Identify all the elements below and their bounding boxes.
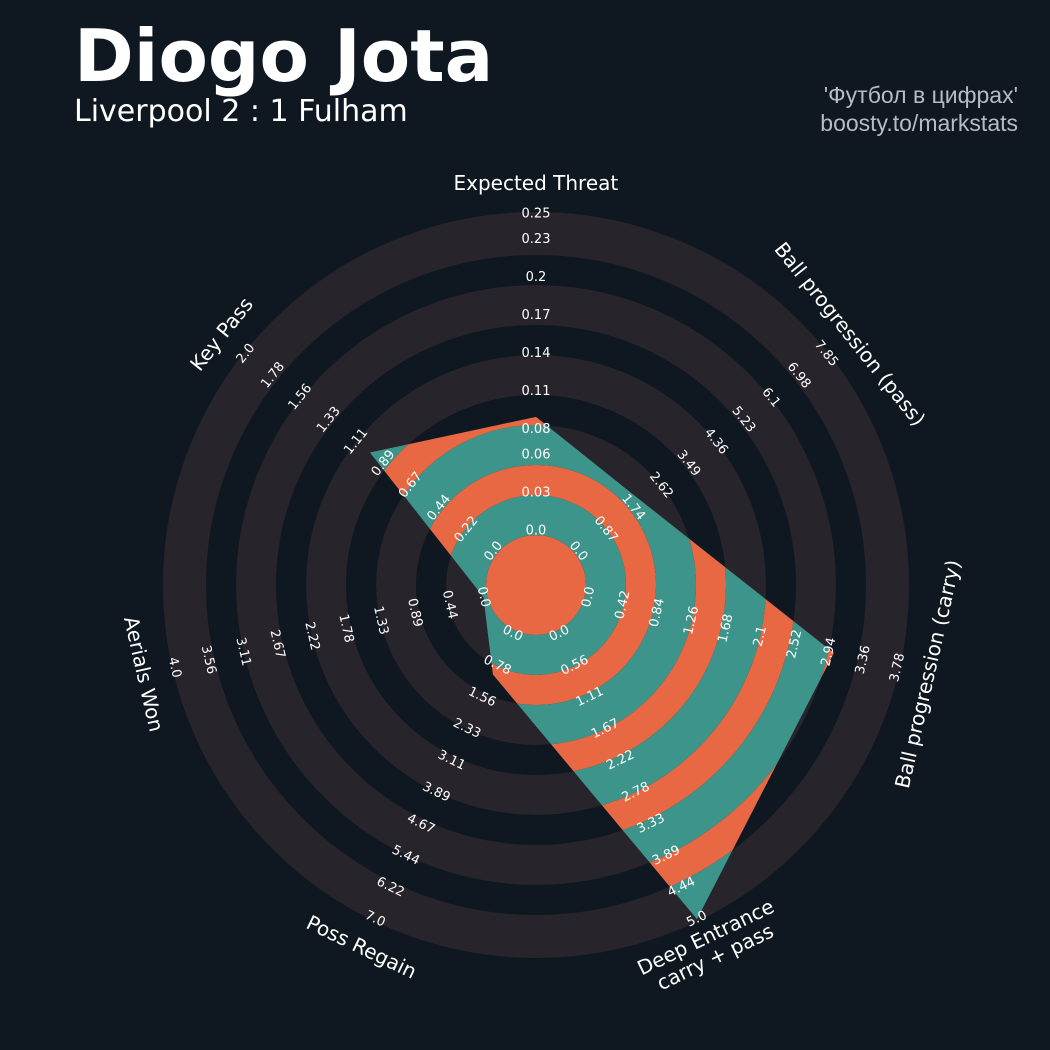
tick-label: 2.1 bbox=[751, 624, 770, 648]
axis-label: Expected Threat bbox=[453, 171, 619, 195]
tick-label: 0.23 bbox=[522, 232, 551, 247]
tick-label: 0.89 bbox=[404, 597, 425, 629]
tick-label: 1.26 bbox=[681, 605, 702, 637]
tick-label: 3.11 bbox=[233, 636, 254, 668]
subtitle: Liverpool 2 : 1 Fulham bbox=[74, 94, 408, 129]
tick-label: 2.94 bbox=[818, 636, 839, 668]
tick-label: 0.0 bbox=[579, 585, 598, 609]
tick-label: 4.0 bbox=[165, 656, 184, 680]
tick-label: 2.67 bbox=[267, 628, 288, 660]
tick-label: 0.03 bbox=[522, 485, 551, 500]
tick-label: 0.06 bbox=[522, 447, 551, 462]
ring bbox=[276, 325, 796, 845]
tick-label: 0.44 bbox=[439, 589, 460, 621]
tick-label: 0.42 bbox=[612, 589, 633, 621]
ring bbox=[236, 285, 836, 885]
tick-label: 3.36 bbox=[853, 644, 874, 676]
tick-label: 2.22 bbox=[301, 620, 322, 652]
tick-label: 1.68 bbox=[715, 613, 736, 645]
credit: 'Футбол в цифрах' bbox=[823, 82, 1018, 108]
tick-label: 0.0 bbox=[474, 585, 493, 609]
tick-label: 0.84 bbox=[647, 597, 668, 629]
tick-label: 0.2 bbox=[526, 270, 547, 285]
tick-label: 0.17 bbox=[522, 308, 551, 323]
tick-label: 1.33 bbox=[370, 605, 391, 637]
tick-label: 0.14 bbox=[522, 346, 551, 361]
tick-label: 0.0 bbox=[526, 524, 547, 539]
ring bbox=[163, 212, 909, 958]
ring bbox=[206, 255, 866, 915]
tick-label: 3.56 bbox=[198, 644, 219, 676]
radar-ring bbox=[486, 535, 586, 635]
tick-label: 0.11 bbox=[522, 384, 551, 399]
tick-label: 0.25 bbox=[522, 207, 551, 222]
credit: boosty.to/markstats bbox=[820, 110, 1018, 136]
tick-label: 1.78 bbox=[335, 613, 356, 645]
tick-label: 2.52 bbox=[784, 628, 805, 660]
tick-label: 3.78 bbox=[887, 652, 908, 684]
tick-label: 0.08 bbox=[522, 422, 551, 437]
title: Diogo Jota bbox=[74, 14, 494, 98]
